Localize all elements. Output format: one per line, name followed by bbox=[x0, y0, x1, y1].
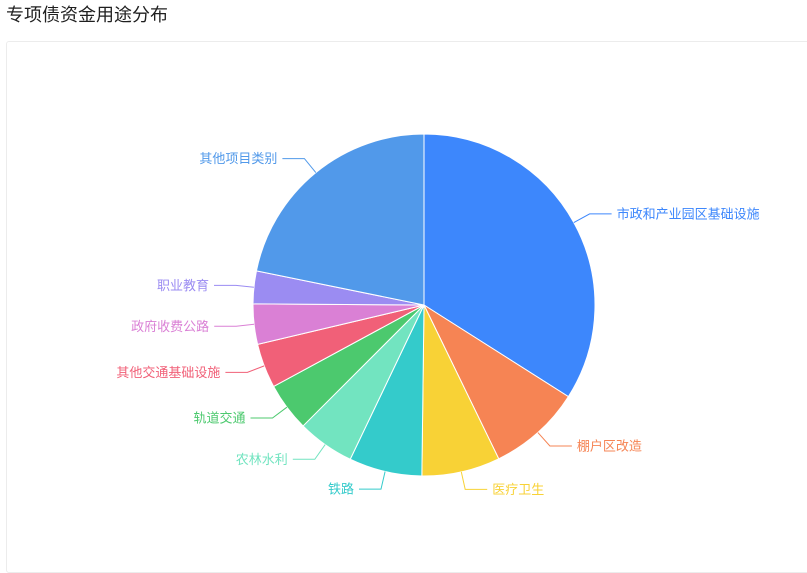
slice-label: 政府收费公路 bbox=[131, 319, 209, 335]
slice-label: 医疗卫生 bbox=[492, 483, 544, 498]
leader-lines bbox=[214, 158, 612, 490]
leader-line bbox=[214, 284, 254, 288]
slice-label: 职业教育 bbox=[157, 278, 209, 294]
slice-label: 其他交通基础设施 bbox=[116, 365, 220, 381]
leader-line bbox=[292, 444, 326, 460]
slice-label: 其他项目类别 bbox=[199, 152, 277, 167]
slice-label: 棚户区改造 bbox=[577, 439, 642, 455]
pie-slice[interactable] bbox=[422, 303, 570, 460]
leader-line bbox=[250, 406, 288, 419]
leader-line bbox=[225, 365, 265, 373]
leader-line bbox=[573, 213, 612, 224]
leader-line bbox=[282, 158, 317, 173]
pie-slices bbox=[252, 133, 596, 477]
page-title: 专项债资金用途分布 bbox=[6, 5, 168, 26]
slice-label: 轨道交通 bbox=[193, 411, 245, 427]
slice-label: 农林水利 bbox=[236, 453, 288, 468]
slice-label: 市政和产业园区基础设施 bbox=[617, 206, 760, 222]
leader-line bbox=[537, 432, 572, 447]
slice-label: 铁路 bbox=[328, 482, 354, 498]
leader-line bbox=[359, 471, 386, 490]
leader-line bbox=[214, 323, 255, 327]
leader-line bbox=[460, 471, 488, 490]
